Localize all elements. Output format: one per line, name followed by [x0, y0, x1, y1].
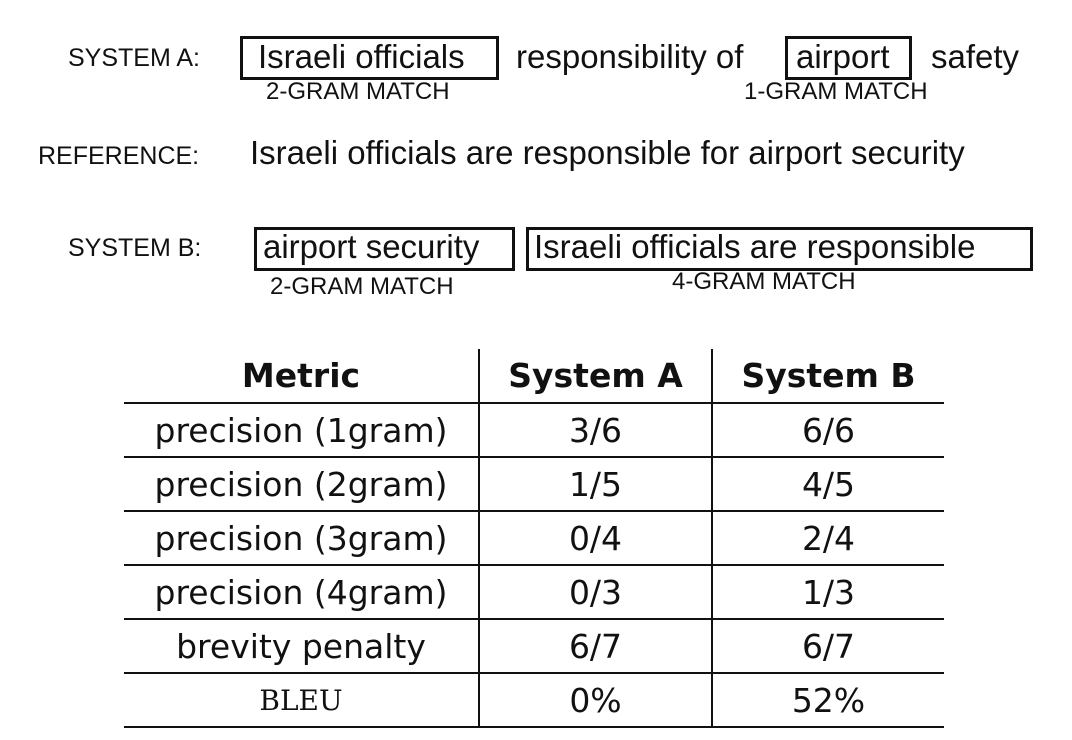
table-row: precision (4gram) 0/3 1/3 [124, 565, 944, 620]
system-a-cell: 1/5 [479, 457, 713, 512]
system-b-cell: 6/6 [712, 403, 944, 458]
metric-cell: precision (1gram) [124, 403, 480, 458]
reference-sentence: Israeli officials are responsible for ai… [250, 134, 965, 171]
table-row: precision (1gram) 3/6 6/6 [124, 403, 944, 458]
table-row: brevity penalty 6/7 6/7 [124, 619, 944, 674]
system-a-phrase-airport: airport [796, 38, 890, 75]
system-a-cell: 0% [479, 673, 713, 728]
system-b-phrase-israeli-officials-are-responsible: Israeli officials are responsible [534, 228, 976, 265]
header-system-a: System A [479, 349, 713, 404]
system-b-cell: 52% [712, 673, 944, 728]
system-b-cell: 6/7 [712, 619, 944, 674]
system-a-cell: 0/4 [479, 511, 713, 566]
metric-cell: brevity penalty [124, 619, 480, 674]
system-b-cell: 2/4 [712, 511, 944, 566]
system-b-4gram-box [526, 227, 1033, 271]
system-a-cell: 6/7 [479, 619, 713, 674]
system-b-2gram-match-label: 2-GRAM MATCH [270, 273, 454, 300]
metrics-table: Metric System A System B precision (1gra… [124, 349, 944, 728]
system-a-1gram-box [785, 36, 912, 80]
header-system-b: System B [712, 349, 944, 404]
system-b-phrase-airport-security: airport security [263, 228, 480, 265]
table-row: BLEU 0% 52% [124, 673, 944, 728]
system-b-cell: 1/3 [712, 565, 944, 620]
metric-cell: precision (3gram) [124, 511, 480, 566]
system-a-1gram-match-label: 1-GRAM MATCH [744, 78, 928, 105]
table-header-row: Metric System A System B [124, 349, 944, 404]
system-a-2gram-box [240, 36, 499, 80]
system-a-label: SYSTEM A: [68, 44, 200, 72]
metric-cell-bleu: BLEU [124, 673, 480, 728]
system-b-label: SYSTEM B: [68, 234, 202, 262]
system-a-2gram-match-label: 2-GRAM MATCH [266, 78, 450, 105]
system-a-phrase-israeli-officials: Israeli officials [258, 38, 465, 75]
metric-cell: precision (4gram) [124, 565, 480, 620]
system-a-phrase-responsibility-of: responsibility of [516, 38, 744, 75]
metric-cell: precision (2gram) [124, 457, 480, 512]
system-b-4gram-match-label: 4-GRAM MATCH [672, 268, 856, 295]
table-row: precision (2gram) 1/5 4/5 [124, 457, 944, 512]
system-a-phrase-safety: safety [931, 38, 1020, 75]
table-row: precision (3gram) 0/4 2/4 [124, 511, 944, 566]
system-a-cell: 3/6 [479, 403, 713, 458]
reference-label: REFERENCE: [38, 142, 200, 170]
header-metric: Metric [124, 349, 480, 404]
system-b-2gram-box [254, 227, 515, 271]
system-a-cell: 0/3 [479, 565, 713, 620]
system-b-cell: 4/5 [712, 457, 944, 512]
